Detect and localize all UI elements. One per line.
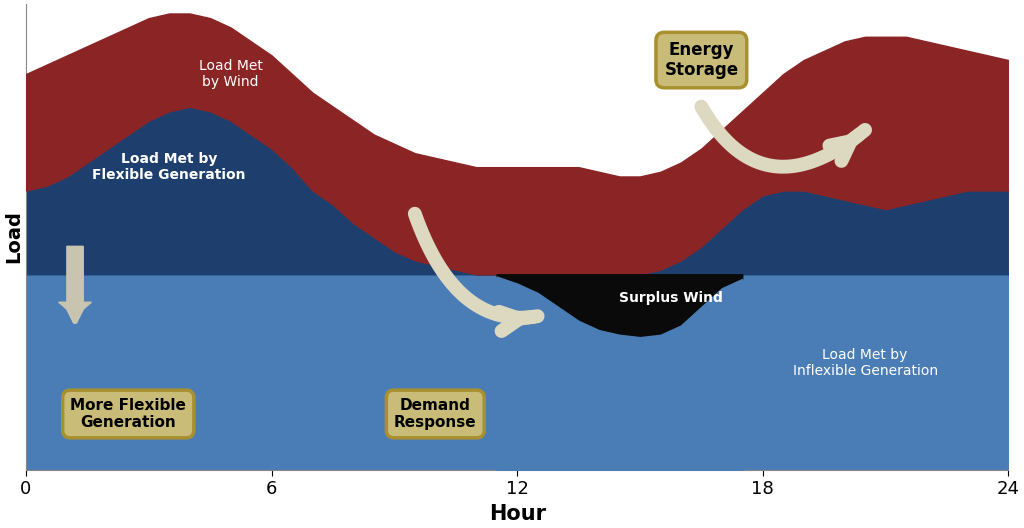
Text: Surplus Wind: Surplus Wind (620, 290, 723, 305)
FancyArrow shape (58, 247, 91, 316)
Text: Energy
Storage: Energy Storage (665, 41, 738, 79)
Y-axis label: Load: Load (4, 211, 24, 263)
X-axis label: Hour: Hour (488, 504, 546, 524)
Text: Load Met
by Wind: Load Met by Wind (199, 59, 262, 89)
Text: Load Met by
Flexible Generation: Load Met by Flexible Generation (92, 152, 246, 182)
Text: Load Met by
Inflexible Generation: Load Met by Inflexible Generation (793, 347, 938, 378)
Text: More Flexible
Generation: More Flexible Generation (71, 398, 186, 430)
Text: Demand
Response: Demand Response (394, 398, 476, 430)
